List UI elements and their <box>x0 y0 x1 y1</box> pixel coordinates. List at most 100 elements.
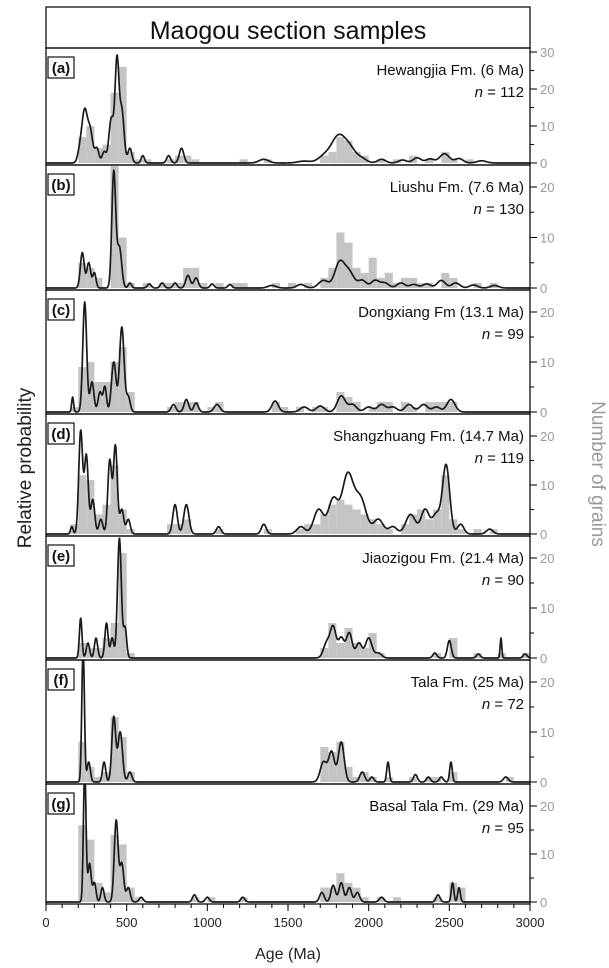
histogram-bar <box>167 282 176 288</box>
histogram-bar <box>352 777 361 782</box>
histogram-bar <box>175 402 184 412</box>
panel-plot-area <box>46 784 530 903</box>
panel-letter-box: (a) <box>47 56 75 79</box>
histogram-bar <box>376 653 385 658</box>
histogram-bar <box>118 347 127 412</box>
chart-title: Maogou section samples <box>150 17 427 45</box>
histogram-bar <box>376 524 385 534</box>
left-axis-label: Relative probability <box>15 387 36 548</box>
x-tick-label: 500 <box>116 915 138 930</box>
histogram-bar <box>441 151 450 163</box>
panel-letter: (d) <box>51 426 70 443</box>
right-tick-label: 0 <box>540 156 547 171</box>
histogram-bar <box>279 407 288 412</box>
panel-letter-frame <box>47 422 75 445</box>
histogram-bar <box>400 524 409 534</box>
histogram-bar <box>473 529 482 534</box>
histogram-bar <box>320 407 329 412</box>
histogram-bar <box>320 648 329 658</box>
histogram-bar <box>110 165 119 288</box>
probability-curve <box>46 301 530 413</box>
histogram-bar <box>110 362 119 412</box>
histogram-bar <box>215 529 224 534</box>
right-axis: 0 10 20 <box>530 305 554 420</box>
panel-letter-frame <box>47 173 75 196</box>
x-tick-label: 1500 <box>274 915 303 930</box>
x-tick-label: 2000 <box>354 915 383 930</box>
panel-letter-frame <box>47 668 75 691</box>
panels-layer: 0 10 20 30 (a) Hewangjia Fm. (6 Ma) n = 112 0 10… <box>45 6 554 910</box>
panel-letter-box: (d) <box>47 422 75 445</box>
x-tick-label: 0 <box>42 915 49 930</box>
histogram-bar <box>126 772 135 782</box>
histogram-bar <box>191 159 200 163</box>
right-tick-label: 10 <box>540 231 554 246</box>
sample-count-value: = 119 <box>483 450 524 467</box>
histogram-bar <box>336 499 345 534</box>
right-tick-label: 0 <box>540 405 547 420</box>
histogram-bar <box>352 151 361 163</box>
histogram-bar <box>126 282 135 288</box>
histogram-bar <box>110 465 119 534</box>
panel-letter: (c) <box>52 302 70 319</box>
histogram-bar <box>368 257 377 288</box>
histogram-bar <box>320 277 329 288</box>
histogram-bar <box>191 897 200 902</box>
histogram-bar <box>360 648 369 658</box>
right-axis: 0 10 20 <box>530 799 554 910</box>
histogram-bar <box>465 159 474 163</box>
histogram-bar <box>384 272 393 288</box>
histogram-bar <box>94 777 103 782</box>
panel-plot-area <box>46 537 530 659</box>
probability-curve <box>46 54 530 164</box>
panel-formation-name: Shangzhuang Fm. (14.7 Ma) <box>333 428 524 445</box>
histogram-bar <box>449 402 458 412</box>
panel-letter-box: (g) <box>47 792 75 815</box>
histogram-bar <box>336 873 345 902</box>
histogram-bar <box>441 475 450 534</box>
histogram-bar <box>231 282 240 288</box>
histogram-bar <box>304 524 313 534</box>
histogram-bar <box>328 752 337 782</box>
histogram-bar <box>449 638 458 658</box>
histogram-bar <box>86 267 95 288</box>
histogram-bar <box>102 892 111 902</box>
right-tick-label: 20 <box>540 180 554 195</box>
panel-plot-area <box>46 429 530 535</box>
histogram-bar <box>360 514 369 534</box>
right-tick-label: 0 <box>540 775 547 790</box>
x-axis: 0 500 1000 1500 2000 2500 3000 <box>42 904 544 930</box>
histogram-bar <box>199 282 208 288</box>
right-tick-label: 20 <box>540 429 554 444</box>
right-tick-label: 20 <box>540 675 554 690</box>
histogram-bar <box>158 282 167 288</box>
histogram-bar <box>239 897 248 902</box>
histogram-bar <box>183 155 192 163</box>
histogram-bar <box>497 653 506 658</box>
sample-count-symbol: n <box>475 84 483 101</box>
panel-sample-count: n = 99 <box>482 326 524 343</box>
histogram-bar <box>320 155 329 163</box>
histogram-bar <box>78 367 87 412</box>
histogram-bar <box>376 159 385 163</box>
histogram-bar <box>328 887 337 902</box>
panel-f: 0 10 20 (f) Tala Fm. (25 Ma) n = 72 <box>45 659 554 790</box>
sample-count-value: = 99 <box>490 326 524 343</box>
histogram-bar <box>239 282 248 288</box>
right-tick-label: 0 <box>540 281 547 296</box>
histogram-bar <box>344 628 353 658</box>
histogram-bar <box>384 529 393 534</box>
histogram-bar <box>271 402 280 412</box>
panel-sample-count: n = 72 <box>482 696 524 713</box>
histogram-bar <box>78 262 87 288</box>
histogram-bar <box>70 524 79 534</box>
histogram-bar <box>328 151 337 163</box>
histogram-bar <box>409 277 418 288</box>
histogram-bar <box>78 742 87 782</box>
histogram-bar <box>336 742 345 782</box>
panel-letter-box: (b) <box>47 173 75 196</box>
histogram-bar <box>409 514 418 534</box>
panel-formation-name: Dongxiang Fm (13.1 Ma) <box>358 304 524 321</box>
histogram-bar <box>118 509 127 534</box>
